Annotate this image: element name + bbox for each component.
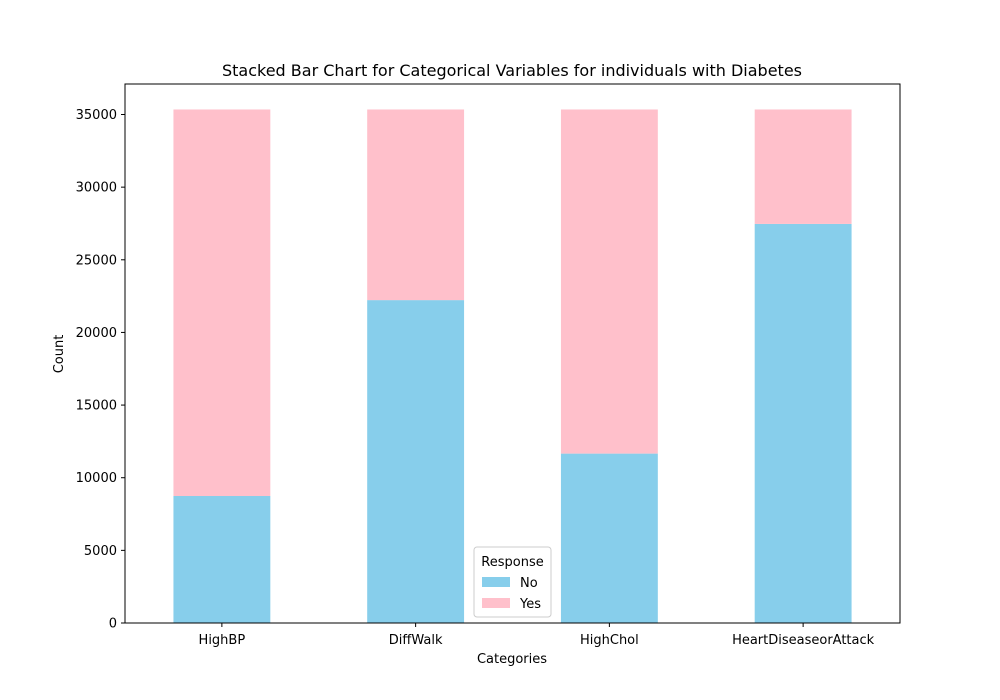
x-tick-label: HighChol [580,633,639,648]
x-tick-label: DiffWalk [389,633,443,648]
y-tick-label: 5000 [84,544,117,559]
bar-yes-highbp [173,109,271,496]
y-tick-label: 20000 [76,326,117,341]
y-tick-label: 15000 [76,399,117,414]
y-tick-label: 0 [109,617,117,632]
x-tick-label: HeartDiseaseorAttack [732,633,875,648]
x-axis: HighBP DiffWalk HighChol HeartDiseaseorAtta… [199,623,875,648]
y-axis: 0 5000 10000 15000 20000 25000 30000 35000 [76,108,125,632]
y-tick-label: 30000 [76,181,117,196]
bar-yes-heartdiseaseorattack [754,109,852,224]
legend-swatch-no [482,577,510,587]
legend-label-no: No [520,576,538,591]
legend-swatch-yes [482,598,510,608]
y-axis-label: Count [52,335,67,374]
bar-no-heartdiseaseorattack [754,223,852,623]
bar-no-highchol [560,453,658,623]
x-axis-label: Categories [477,652,547,667]
legend-label-yes: Yes [519,597,541,612]
plot-frame [124,83,901,624]
bar-yes-diffwalk [367,109,465,301]
bars-group [173,109,852,623]
bar-no-diffwalk [367,300,465,623]
y-tick-label: 25000 [76,253,117,268]
legend: Response No Yes [473,546,552,618]
bar-yes-highchol [560,109,658,454]
legend-title: Response [481,555,543,570]
x-tick-label: HighBP [199,633,246,648]
y-tick-label: 35000 [76,108,117,123]
y-tick-label: 10000 [76,471,117,486]
chart-title: Stacked Bar Chart for Categorical Variab… [222,61,802,80]
bar-no-highbp [173,495,271,623]
